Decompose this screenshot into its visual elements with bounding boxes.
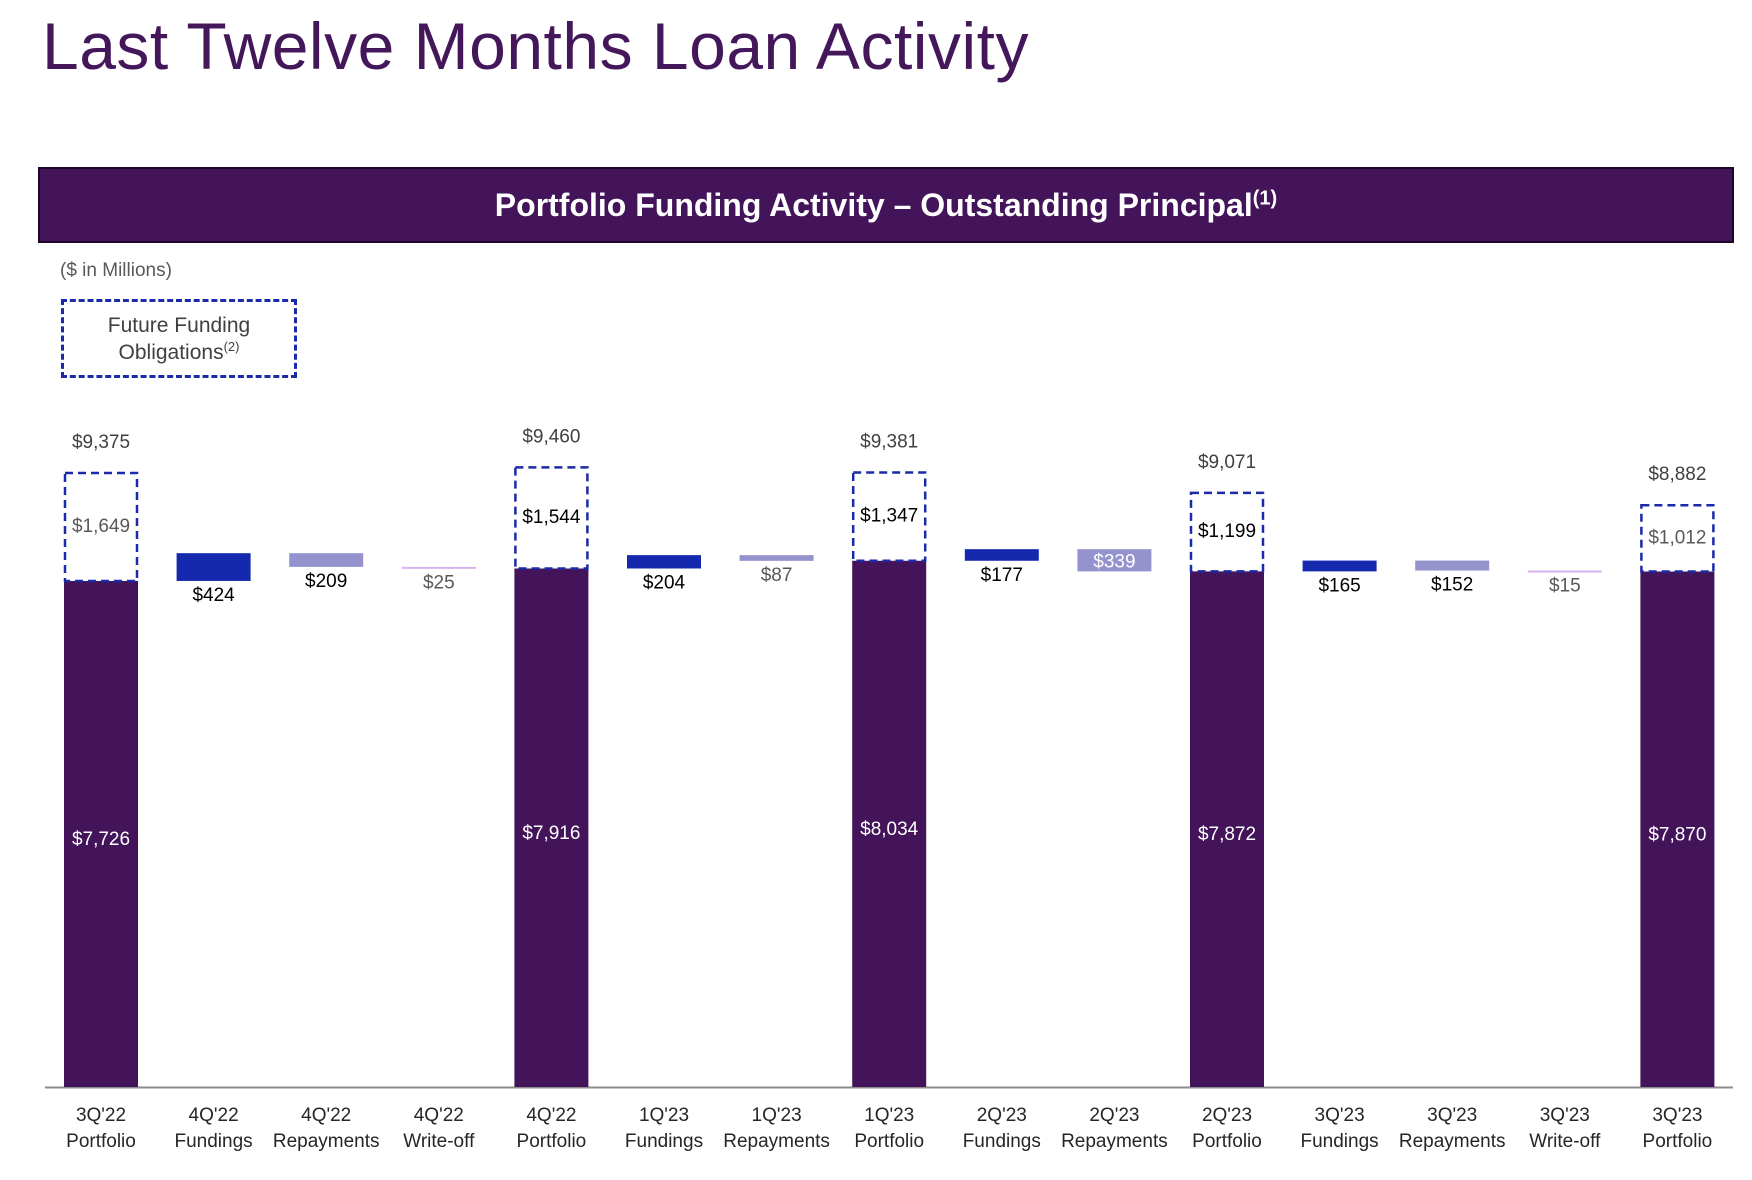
bar-portfolio (852, 560, 927, 1087)
x-tick-label-period: 1Q'23 (864, 1105, 914, 1126)
x-tick-label-type: Repayments (1399, 1131, 1506, 1152)
x-tick-label-period: 3Q'23 (1540, 1105, 1590, 1126)
bar-value-label: $87 (761, 565, 793, 586)
future-funding-label: $1,012 (1648, 527, 1706, 548)
x-tick-label-period: 4Q'22 (526, 1105, 576, 1126)
bar-repayments (739, 555, 814, 561)
x-tick-label-period: 3Q'23 (1427, 1105, 1477, 1126)
x-tick-label-period: 3Q'23 (1652, 1105, 1702, 1126)
future-funding-label: $1,544 (522, 507, 581, 528)
bar-fundings (627, 555, 701, 569)
x-tick-label-type: Repayments (723, 1131, 830, 1152)
bar-portfolio (64, 580, 138, 1087)
bar-fundings (1302, 560, 1377, 572)
bar-value-label: $7,726 (72, 829, 130, 850)
x-tick-label-type: Portfolio (1643, 1131, 1713, 1152)
x-tick-label-period: 3Q'22 (76, 1105, 126, 1126)
bar-value-label: $209 (305, 571, 347, 592)
bar-writeoff (401, 566, 476, 569)
legend-footnote: (2) (223, 338, 240, 354)
x-tick-label-period: 4Q'22 (414, 1105, 464, 1126)
chart-header-title: Portfolio Funding Activity – Outstanding… (494, 186, 1278, 223)
legend-future-funding: Future Funding Obligations(2) (61, 299, 297, 378)
total-commitment-label: $9,460 (522, 426, 580, 447)
bar-value-label: $8,034 (860, 819, 919, 840)
bar-portfolio (1190, 571, 1264, 1087)
future-funding-box (851, 471, 927, 563)
x-tick-label-type: Fundings (625, 1131, 703, 1152)
x-tick-label-period: 4Q'22 (301, 1105, 351, 1126)
x-tick-label-type: Fundings (1301, 1131, 1379, 1152)
future-funding-label: $1,649 (72, 516, 130, 537)
x-tick-label-period: 2Q'23 (977, 1105, 1027, 1126)
x-tick-label-type: Portfolio (854, 1131, 924, 1152)
bar-value-label: $339 (1093, 551, 1135, 572)
future-funding-box (1640, 503, 1715, 573)
bar-writeoff (1527, 570, 1602, 573)
bar-fundings (176, 553, 251, 581)
legend-label: Future Funding Obligations(2) (107, 313, 251, 364)
bar-value-label: $7,872 (1198, 824, 1256, 845)
bar-portfolio (1640, 571, 1715, 1087)
chart-header: Portfolio Funding Activity – Outstanding… (38, 167, 1734, 243)
x-tick-label-type: Write-off (1529, 1131, 1601, 1152)
x-tick-label-type: Repayments (1061, 1131, 1168, 1152)
bar-value-label: $25 (423, 573, 455, 594)
future-funding-label: $1,347 (860, 506, 918, 527)
units-label: ($ in Millions) (60, 260, 172, 281)
future-funding-box (1189, 491, 1265, 573)
page-title: Last Twelve Months Loan Activity (42, 9, 1029, 83)
x-tick-label-type: Portfolio (66, 1131, 136, 1152)
chart-header-footnote: (1) (1252, 186, 1278, 209)
total-commitment-label: $9,381 (860, 432, 918, 453)
x-tick-label-type: Fundings (175, 1131, 253, 1152)
x-tick-label-period: 2Q'23 (1202, 1105, 1252, 1126)
bar-value-label: $204 (643, 573, 686, 594)
future-funding-box (63, 471, 139, 583)
future-funding-box (514, 466, 589, 570)
bar-value-label: $165 (1318, 575, 1360, 596)
x-tick-label-period: 1Q'23 (752, 1105, 802, 1126)
x-tick-label-type: Repayments (273, 1131, 380, 1152)
x-tick-label-type: Portfolio (517, 1131, 587, 1152)
x-tick-label-period: 3Q'23 (1315, 1105, 1365, 1126)
bar-fundings (964, 549, 1039, 561)
x-tick-label-type: Fundings (963, 1131, 1041, 1152)
bar-portfolio (514, 568, 589, 1087)
bar-value-label: $177 (981, 565, 1023, 586)
total-commitment-label: $8,882 (1648, 464, 1706, 485)
x-tick-label-type: Portfolio (1192, 1131, 1262, 1152)
bar-repayments (1415, 560, 1490, 571)
total-commitment-label: $9,071 (1198, 452, 1256, 473)
x-tick-label-period: 1Q'23 (639, 1105, 689, 1126)
bar-repayments (1077, 549, 1152, 572)
bar-repayments (289, 553, 364, 567)
bar-value-label: $424 (192, 585, 235, 606)
bar-value-label: $7,916 (522, 823, 580, 844)
x-tick-label-period: 2Q'23 (1089, 1105, 1139, 1126)
bar-value-label: $7,870 (1648, 824, 1706, 845)
future-funding-label: $1,199 (1198, 521, 1256, 542)
x-tick-label-type: Write-off (403, 1131, 475, 1152)
total-commitment-label: $9,375 (72, 432, 130, 453)
bar-value-label: $15 (1549, 576, 1581, 597)
x-tick-label-period: 4Q'22 (189, 1105, 239, 1126)
bar-value-label: $152 (1431, 575, 1473, 596)
